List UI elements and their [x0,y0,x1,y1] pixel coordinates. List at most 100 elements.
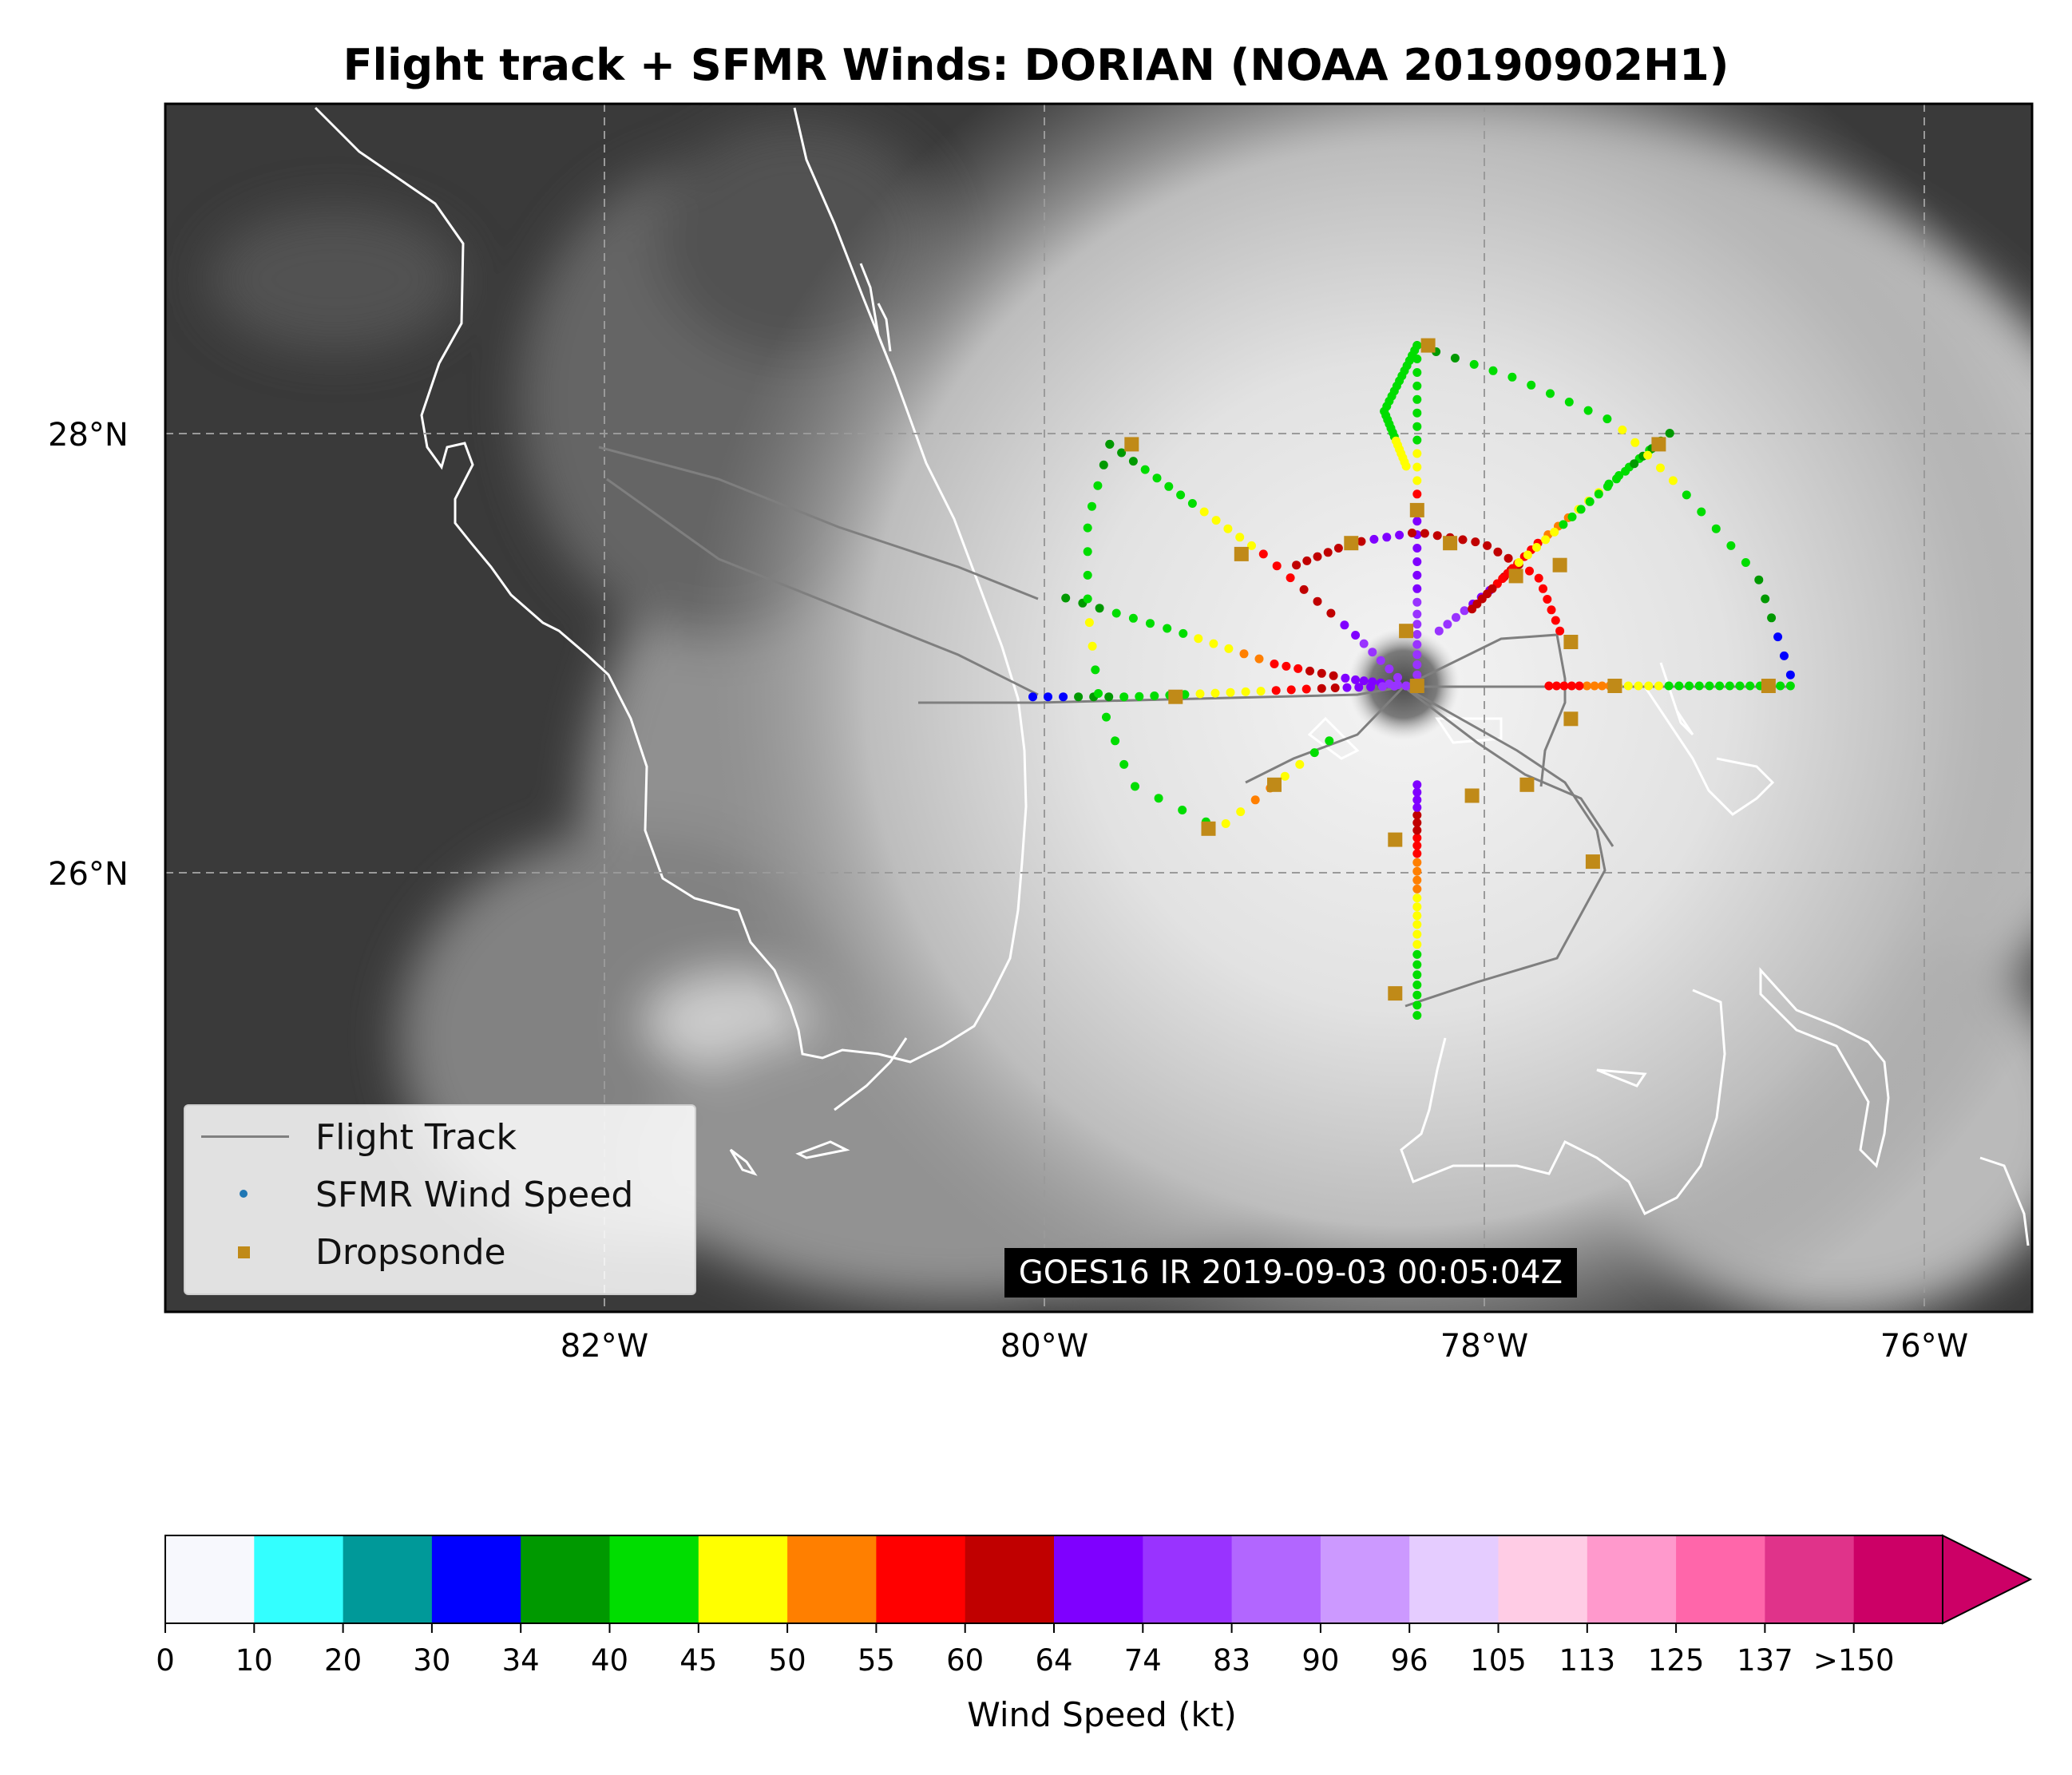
sfmr-point [1376,656,1385,665]
sfmr-point [1412,670,1422,679]
sfmr-point [1483,541,1492,550]
sfmr-point [1618,425,1627,434]
colorbar-segment [343,1535,433,1623]
colorbar-segment [1231,1535,1321,1623]
sfmr-point [1412,650,1422,660]
dropsonde-marker [1124,437,1139,452]
sfmr-point [1546,389,1555,398]
sfmr-point [1083,523,1092,533]
sfmr-point [1272,561,1282,571]
sfmr-point [1326,608,1336,618]
sfmr-point [1209,639,1218,648]
sfmr-point [1131,782,1139,791]
sfmr-point [1412,981,1422,989]
sfmr-point [1551,616,1560,625]
sfmr-point [1412,949,1422,959]
sfmr-point [1643,450,1653,460]
sfmr-point [1412,787,1422,797]
sfmr-point [1412,875,1422,885]
sfmr-point [1111,736,1120,746]
sfmr-point [1590,681,1599,691]
colorbar-tick-label: 10 [235,1643,273,1678]
sfmr-point [1412,368,1422,377]
sfmr-point [1412,597,1422,607]
dropsonde-marker [1201,821,1216,836]
sfmr-point [1412,802,1422,812]
sfmr-point [1773,632,1783,642]
dropsonde-marker [1563,635,1579,649]
sfmr-point [1412,476,1422,485]
dropsonde-marker [1651,437,1666,452]
sfmr-point [1369,534,1379,544]
sfmr-point [1254,654,1264,664]
sfmr-point [1634,681,1643,691]
colorbar-tick-label: 60 [946,1643,984,1678]
sfmr-point [1059,692,1068,702]
sfmr-point [1074,692,1084,702]
colorbar-tick-label: 30 [413,1643,451,1678]
sfmr-point [1211,516,1221,525]
lat-tick-26: 26°N [48,856,129,893]
sfmr-point [1313,552,1322,561]
sfmr-point [1514,558,1523,567]
sfmr-point [1532,543,1541,552]
sfmr-point [1195,689,1205,699]
sfmr-point [1623,681,1633,691]
colorbar-tick-label: 125 [1647,1643,1705,1678]
sfmr-point [1576,505,1586,514]
sfmr-point [1412,795,1422,805]
sfmr-point [1128,613,1138,623]
sfmr-point [1780,651,1789,660]
sfmr-point [1083,594,1092,604]
sfmr-point [1412,884,1422,893]
dropsonde-marker [1388,832,1403,847]
sfmr-point [1452,612,1460,622]
sfmr-point [1468,604,1477,614]
sfmr-point [1630,459,1639,469]
dropsonde-marker [1563,711,1579,727]
sfmr-point [1412,970,1422,980]
sfmr-point [1135,691,1144,701]
sfmr-point [1044,692,1052,702]
sfmr-point [1235,533,1245,542]
satellite-timestamp: GOES16 IR 2019-09-03 00:05:04Z [1004,1248,1577,1298]
sfmr-point [1412,570,1422,580]
sfmr-point [1412,584,1422,593]
sfmr-point [1119,692,1129,702]
dropsonde-marker [1399,624,1414,639]
sfmr-point [1236,807,1246,817]
colorbar-label: Wind Speed (kt) [967,1695,1237,1734]
sfmr-point [1280,771,1290,781]
sfmr-point [1119,759,1129,769]
sfmr-point [1559,520,1568,529]
sfmr-point [1412,630,1422,639]
dropsonde-markers [1124,338,1776,1001]
dropsonde-marker [1761,679,1776,693]
legend-label-sfmr: SFMR Wind Speed [315,1175,634,1215]
sfmr-point [1295,759,1305,769]
colorbar-segment [1587,1535,1677,1623]
sfmr-point [1539,584,1547,593]
sfmr-point [1412,449,1422,458]
sfmr-point [1412,780,1422,790]
colorbar-segment [431,1535,521,1623]
sfmr-point [1412,990,1422,1000]
colorbar-tick-label: 105 [1470,1643,1527,1678]
sfmr-point [1567,512,1577,521]
sfmr-point [1458,535,1468,545]
sfmr-point [1664,681,1674,691]
legend: Flight Track SFMR Wind Speed Dropsonde [184,1104,696,1295]
sfmr-point [1154,794,1163,803]
flight-track-line-swatch [201,1135,289,1138]
legend-item-dropsonde: Dropsonde [185,1226,695,1283]
sfmr-point [1694,681,1704,691]
sfmr-point [1333,544,1343,553]
colorbar-segment [1409,1535,1500,1623]
sfmr-point [1239,649,1249,659]
sfmr-point [1179,628,1188,638]
sfmr-point [1741,558,1750,567]
sfmr-point [1412,911,1422,921]
colorbar-segment [1320,1535,1410,1623]
sfmr-point [1083,570,1092,580]
